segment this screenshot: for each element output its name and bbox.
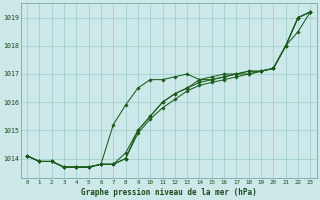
X-axis label: Graphe pression niveau de la mer (hPa): Graphe pression niveau de la mer (hPa) <box>81 188 257 197</box>
